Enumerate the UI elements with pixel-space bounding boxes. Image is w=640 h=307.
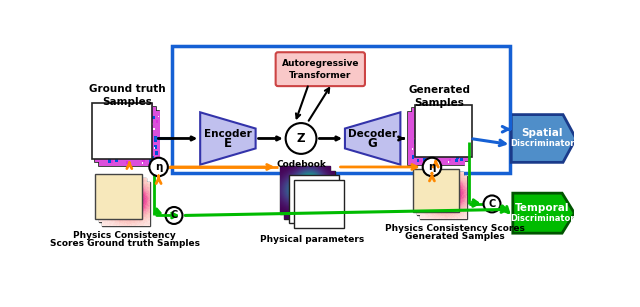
Bar xyxy=(417,172,463,216)
Bar xyxy=(420,176,467,219)
Text: Codebook: Codebook xyxy=(276,160,326,169)
Circle shape xyxy=(149,158,168,176)
Text: Physical parameters: Physical parameters xyxy=(260,235,365,244)
Bar xyxy=(92,103,152,158)
Circle shape xyxy=(484,196,500,212)
Circle shape xyxy=(166,207,182,224)
Text: Generated: Generated xyxy=(409,85,470,95)
Text: Discriminator: Discriminator xyxy=(510,139,574,148)
Text: Decoder: Decoder xyxy=(348,129,397,139)
Polygon shape xyxy=(511,115,576,162)
Bar xyxy=(289,175,339,223)
Text: η: η xyxy=(428,162,436,172)
Polygon shape xyxy=(200,112,255,165)
Bar xyxy=(102,182,150,226)
Text: Transformer: Transformer xyxy=(289,71,351,80)
Text: Autoregressive: Autoregressive xyxy=(282,59,359,68)
Bar xyxy=(280,166,330,214)
Text: Physics Consistency Scores: Physics Consistency Scores xyxy=(385,224,525,233)
Bar xyxy=(294,180,344,228)
Text: G: G xyxy=(368,137,378,150)
Bar xyxy=(413,169,459,212)
Bar xyxy=(412,108,468,161)
Text: Samples: Samples xyxy=(415,99,465,108)
Text: Spatial: Spatial xyxy=(522,128,563,138)
Text: Encoder: Encoder xyxy=(204,129,252,139)
Text: Z: Z xyxy=(297,132,305,145)
Text: C: C xyxy=(488,199,495,209)
Text: Generated Samples: Generated Samples xyxy=(405,232,505,241)
Bar xyxy=(172,46,509,173)
Text: η: η xyxy=(155,162,163,172)
FancyBboxPatch shape xyxy=(276,52,365,86)
Polygon shape xyxy=(345,112,401,165)
Text: Samples: Samples xyxy=(102,97,152,107)
Text: Physics Consistency: Physics Consistency xyxy=(74,231,176,240)
Bar xyxy=(285,171,335,219)
Bar xyxy=(99,111,159,166)
Bar xyxy=(408,112,464,165)
Bar xyxy=(415,105,472,157)
Circle shape xyxy=(422,158,441,176)
Text: Ground truth: Ground truth xyxy=(89,84,165,94)
Text: Discriminator: Discriminator xyxy=(510,214,574,223)
Circle shape xyxy=(285,123,316,154)
Text: E: E xyxy=(224,137,232,150)
Text: Scores Ground truth Samples: Scores Ground truth Samples xyxy=(50,239,200,248)
Bar xyxy=(95,174,143,219)
Polygon shape xyxy=(513,193,575,233)
Text: C: C xyxy=(170,211,178,220)
Bar xyxy=(99,178,147,222)
Bar xyxy=(95,107,156,162)
Text: Temporal: Temporal xyxy=(515,203,570,213)
